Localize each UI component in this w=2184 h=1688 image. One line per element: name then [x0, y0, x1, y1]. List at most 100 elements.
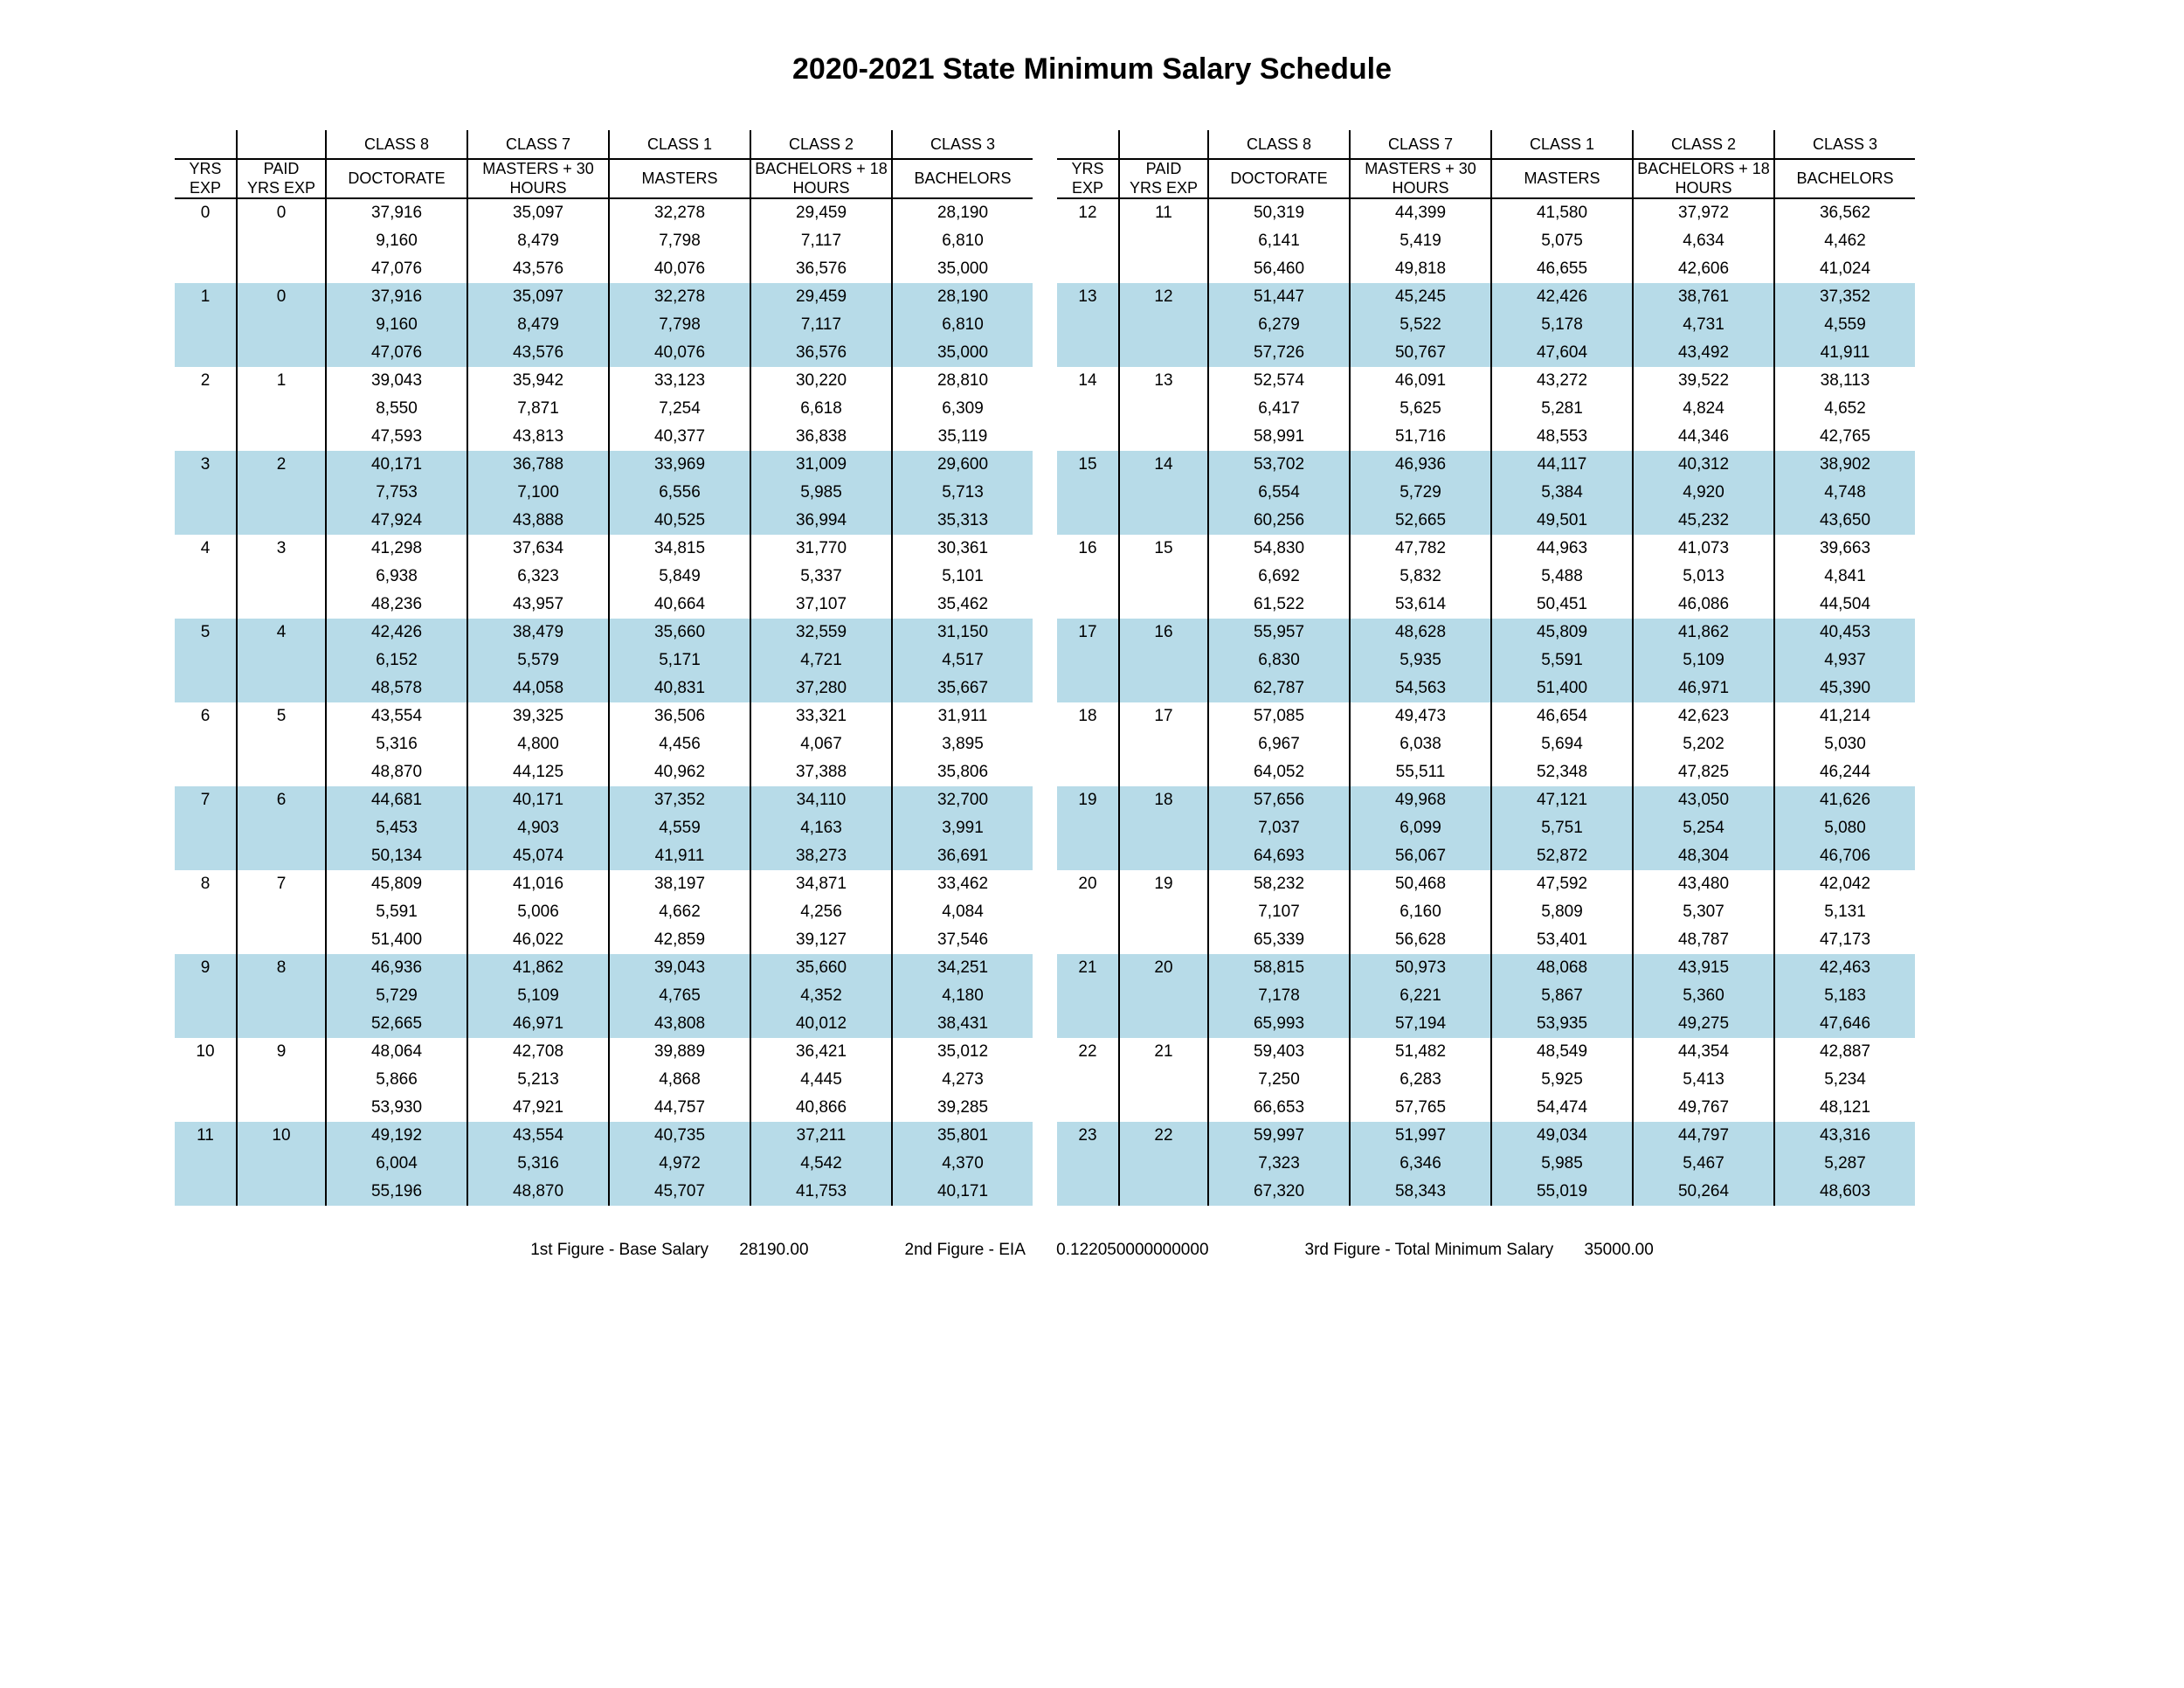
cell-yrs-exp: 22 [1057, 1038, 1119, 1066]
table-row: 6,2795,5225,1784,7314,559 [1057, 311, 1915, 339]
cell-yrs-exp [1057, 339, 1119, 367]
cell-value: 8,550 [326, 395, 467, 423]
cell-paid-yrs [1119, 1094, 1208, 1122]
cell-value: 9,160 [326, 227, 467, 255]
table-row: 5,8665,2134,8684,4454,273 [175, 1066, 1033, 1094]
cell-value: 43,272 [1491, 367, 1633, 395]
table-row: 5,5915,0064,6624,2564,084 [175, 898, 1033, 926]
cell-value: 4,920 [1633, 479, 1774, 507]
cell-value: 6,618 [750, 395, 892, 423]
cell-yrs-exp [175, 255, 237, 283]
cell-yrs-exp: 2 [175, 367, 237, 395]
cell-value: 42,463 [1774, 954, 1915, 982]
table-row: 1037,91635,09732,27829,45928,190 [175, 283, 1033, 311]
table-row: 5442,42638,47935,66032,55931,150 [175, 619, 1033, 647]
cell-yrs-exp [175, 730, 237, 758]
table-row: 64,05255,51152,34847,82546,244 [1057, 758, 1915, 786]
cell-value: 5,075 [1491, 227, 1633, 255]
cell-value: 61,522 [1208, 591, 1350, 619]
cell-value: 40,377 [609, 423, 750, 451]
cell-value: 6,556 [609, 479, 750, 507]
table-row: 57,72650,76747,60443,49241,911 [1057, 339, 1915, 367]
header-class-col: CLASS 7 [467, 130, 609, 159]
cell-value: 51,400 [1491, 675, 1633, 702]
table-row: 7,0376,0995,7515,2545,080 [1057, 814, 1915, 842]
cell-value: 41,580 [1491, 198, 1633, 227]
cell-yrs-exp: 19 [1057, 786, 1119, 814]
page: 2020-2021 State Minimum Salary Schedule … [0, 0, 2184, 1312]
cell-value: 46,086 [1633, 591, 1774, 619]
cell-value: 5,694 [1491, 730, 1633, 758]
cell-paid-yrs: 12 [1119, 283, 1208, 311]
cell-value: 5,625 [1350, 395, 1491, 423]
table-row: 9846,93641,86239,04335,66034,251 [175, 954, 1033, 982]
cell-yrs-exp [1057, 227, 1119, 255]
header-class-col: CLASS 3 [1774, 130, 1915, 159]
cell-value: 59,997 [1208, 1122, 1350, 1150]
cell-yrs-exp [175, 1066, 237, 1094]
table-row: 8745,80941,01638,19734,87133,462 [175, 870, 1033, 898]
cell-value: 58,991 [1208, 423, 1350, 451]
cell-paid-yrs: 10 [237, 1122, 326, 1150]
cell-value: 38,273 [750, 842, 892, 870]
cell-value: 52,872 [1491, 842, 1633, 870]
cell-value: 5,488 [1491, 563, 1633, 591]
cell-yrs-exp [175, 395, 237, 423]
cell-value: 5,101 [892, 563, 1033, 591]
cell-value: 41,626 [1774, 786, 1915, 814]
cell-value: 35,801 [892, 1122, 1033, 1150]
cell-value: 44,757 [609, 1094, 750, 1122]
cell-yrs-exp: 0 [175, 198, 237, 227]
cell-value: 43,050 [1633, 786, 1774, 814]
cell-yrs-exp [1057, 395, 1119, 423]
cell-value: 5,030 [1774, 730, 1915, 758]
cell-yrs-exp: 12 [1057, 198, 1119, 227]
cell-value: 6,810 [892, 311, 1033, 339]
cell-yrs-exp [1057, 730, 1119, 758]
cell-value: 5,109 [1633, 647, 1774, 675]
cell-value: 42,042 [1774, 870, 1915, 898]
cell-value: 28,190 [892, 283, 1033, 311]
cell-value: 46,654 [1491, 702, 1633, 730]
cell-value: 5,849 [609, 563, 750, 591]
cell-value: 40,831 [609, 675, 750, 702]
cell-value: 43,492 [1633, 339, 1774, 367]
cell-yrs-exp [175, 563, 237, 591]
table-row: 53,93047,92144,75740,86639,285 [175, 1094, 1033, 1122]
table-row: 61,52253,61450,45146,08644,504 [1057, 591, 1915, 619]
cell-value: 47,825 [1633, 758, 1774, 786]
header-class-col [1119, 130, 1208, 159]
cell-paid-yrs [1119, 479, 1208, 507]
cell-yrs-exp [175, 479, 237, 507]
cell-value: 4,662 [609, 898, 750, 926]
cell-value: 9,160 [326, 311, 467, 339]
table-row: 65,99357,19453,93549,27547,646 [1057, 1010, 1915, 1038]
cell-value: 44,399 [1350, 198, 1491, 227]
cell-value: 49,968 [1350, 786, 1491, 814]
cell-value: 3,895 [892, 730, 1033, 758]
cell-value: 40,076 [609, 339, 750, 367]
cell-value: 5,316 [467, 1150, 609, 1178]
cell-yrs-exp [175, 647, 237, 675]
cell-value: 41,298 [326, 535, 467, 563]
cell-value: 48,121 [1774, 1094, 1915, 1122]
cell-value: 47,076 [326, 255, 467, 283]
cell-yrs-exp [1057, 814, 1119, 842]
cell-value: 64,693 [1208, 842, 1350, 870]
cell-value: 43,316 [1774, 1122, 1915, 1150]
cell-value: 36,994 [750, 507, 892, 535]
cell-yrs-exp [1057, 647, 1119, 675]
table-row: 191857,65649,96847,12143,05041,626 [1057, 786, 1915, 814]
cell-value: 42,708 [467, 1038, 609, 1066]
cell-yrs-exp: 16 [1057, 535, 1119, 563]
cell-value: 47,593 [326, 423, 467, 451]
cell-value: 48,068 [1491, 954, 1633, 982]
cell-yrs-exp [1057, 675, 1119, 702]
table-row: 47,59343,81340,37736,83835,119 [175, 423, 1033, 451]
cell-value: 48,787 [1633, 926, 1774, 954]
cell-paid-yrs [237, 507, 326, 535]
table-row: 6,5545,7295,3844,9204,748 [1057, 479, 1915, 507]
cell-value: 46,936 [326, 954, 467, 982]
cell-value: 7,178 [1208, 982, 1350, 1010]
cell-yrs-exp [175, 423, 237, 451]
